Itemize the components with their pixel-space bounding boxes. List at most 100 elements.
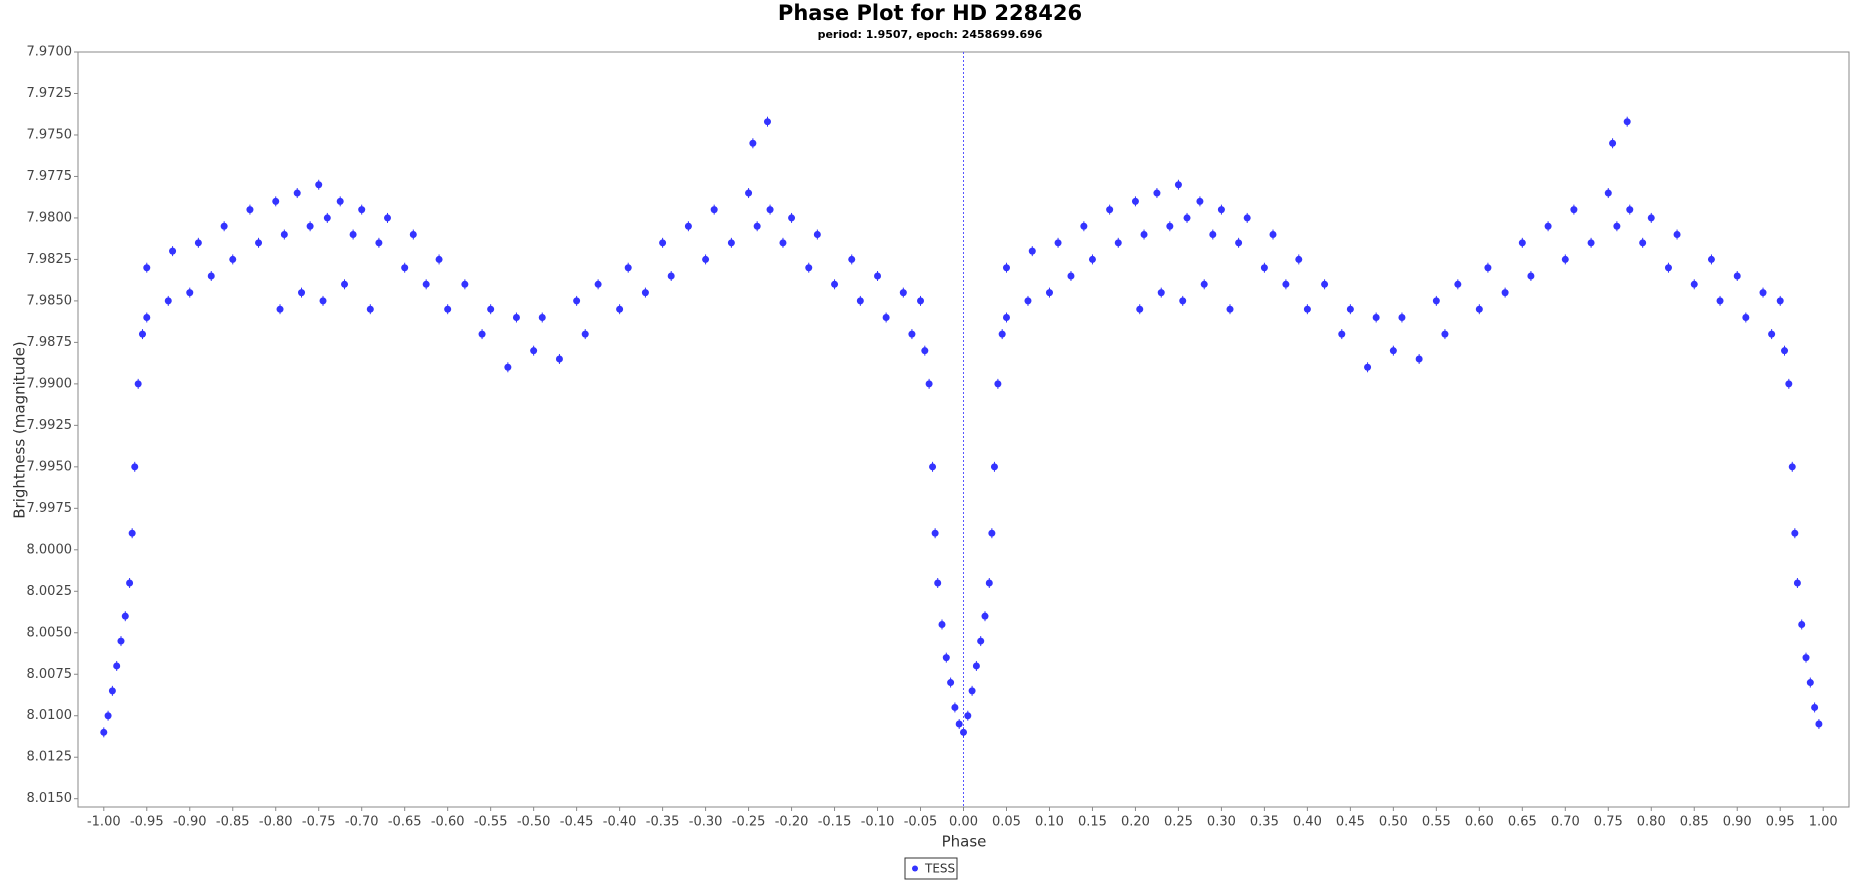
- y-tick-label: 8.0025: [27, 584, 73, 599]
- point: [925, 380, 933, 388]
- point: [763, 118, 771, 126]
- point: [186, 289, 194, 297]
- point: [487, 305, 495, 313]
- point: [1673, 231, 1681, 239]
- x-tick-label: -0.50: [517, 815, 551, 830]
- x-tick-label: -0.20: [775, 815, 809, 830]
- point: [1561, 255, 1569, 263]
- y-tick-label: 7.9900: [27, 376, 73, 391]
- y-tick-label: 7.9700: [27, 45, 73, 60]
- point: [1338, 330, 1346, 338]
- point: [131, 463, 139, 471]
- x-tick-label: 0.25: [1164, 815, 1193, 830]
- point: [126, 579, 134, 587]
- y-tick-label: 8.0075: [27, 667, 73, 682]
- x-tick-label: 0.30: [1207, 815, 1236, 830]
- point: [100, 728, 108, 736]
- point: [994, 380, 1002, 388]
- point: [942, 654, 950, 662]
- chart-subtitle: period: 1.9507, epoch: 2458699.696: [818, 28, 1043, 41]
- x-tick-label: 0.20: [1121, 815, 1150, 830]
- point: [121, 612, 129, 620]
- point: [581, 330, 589, 338]
- x-tick-label: 1.00: [1809, 815, 1838, 830]
- point: [1372, 313, 1380, 321]
- x-tick-label: -0.05: [904, 815, 938, 830]
- point: [220, 222, 228, 230]
- point: [1364, 363, 1372, 371]
- point: [702, 255, 710, 263]
- point: [917, 297, 925, 305]
- point: [108, 687, 116, 695]
- point: [988, 529, 996, 537]
- point: [1183, 214, 1191, 222]
- point: [908, 330, 916, 338]
- point: [1217, 206, 1225, 214]
- point: [659, 239, 667, 247]
- point: [1080, 222, 1088, 230]
- point: [1174, 181, 1182, 189]
- point: [1136, 305, 1144, 313]
- point: [1815, 720, 1823, 728]
- legend-marker: [912, 865, 918, 872]
- point: [1389, 347, 1397, 355]
- x-tick-label: -0.45: [560, 815, 594, 830]
- point: [1768, 330, 1776, 338]
- point: [1028, 247, 1036, 255]
- point: [1209, 231, 1217, 239]
- x-tick-label: -0.60: [431, 815, 465, 830]
- point: [375, 239, 383, 247]
- x-tick-label: 0.75: [1594, 815, 1623, 830]
- x-tick-label: 0.45: [1336, 815, 1365, 830]
- point: [401, 264, 409, 272]
- point: [306, 222, 314, 230]
- point: [1776, 297, 1784, 305]
- point: [319, 297, 327, 305]
- point: [1781, 347, 1789, 355]
- point: [848, 255, 856, 263]
- point: [990, 463, 998, 471]
- y-tick-label: 8.0050: [27, 625, 73, 640]
- x-tick-label: 0.85: [1680, 815, 1709, 830]
- point: [985, 579, 993, 587]
- point: [1742, 313, 1750, 321]
- x-tick-label: -0.15: [818, 815, 852, 830]
- y-tick-label: 8.0125: [27, 750, 73, 765]
- y-tick-label: 7.9825: [27, 252, 73, 267]
- point: [981, 612, 989, 620]
- point: [1346, 305, 1354, 313]
- point: [1623, 118, 1631, 126]
- point: [874, 272, 882, 280]
- y-tick-label: 7.9775: [27, 169, 73, 184]
- point: [1690, 280, 1698, 288]
- point: [753, 222, 761, 230]
- x-tick-label: 0.15: [1078, 815, 1107, 830]
- point: [727, 239, 735, 247]
- point: [538, 313, 546, 321]
- point: [1303, 305, 1311, 313]
- point: [977, 637, 985, 645]
- point: [383, 214, 391, 222]
- point: [951, 703, 959, 711]
- point: [1475, 305, 1483, 313]
- point: [138, 330, 146, 338]
- point: [1639, 239, 1647, 247]
- point: [1454, 280, 1462, 288]
- point: [710, 206, 718, 214]
- point: [684, 222, 692, 230]
- point: [1716, 297, 1724, 305]
- point: [143, 264, 151, 272]
- point: [134, 380, 142, 388]
- point: [1518, 239, 1526, 247]
- point: [1798, 620, 1806, 628]
- x-tick-label: -0.40: [603, 815, 637, 830]
- y-axis-label: Brightness (magnitude): [11, 341, 29, 519]
- point: [1067, 272, 1075, 280]
- point: [968, 687, 976, 695]
- point: [341, 280, 349, 288]
- point: [1157, 289, 1165, 297]
- point: [315, 181, 323, 189]
- point: [856, 297, 864, 305]
- point: [1785, 380, 1793, 388]
- x-tick-label: 0.65: [1508, 815, 1537, 830]
